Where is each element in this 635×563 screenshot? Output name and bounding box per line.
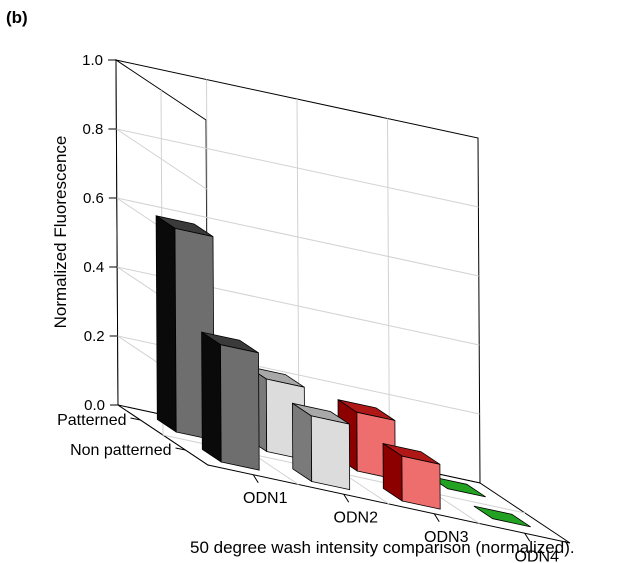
series-tick-mark [130, 417, 141, 421]
y-axis-ticks: 0.0 0.2 0.4 0.6 0.8 1.0 [82, 52, 118, 414]
bar-odn1-non-patterned [201, 331, 260, 471]
y-axis-label: Normalized Fluorescence [51, 136, 70, 329]
x-tick-mark [433, 513, 440, 523]
x-tick-label: ODN1 [243, 490, 288, 507]
x-tick-mark [343, 493, 350, 503]
grid-line-x [387, 118, 390, 464]
series-axis-tick-labels: Patterned Non patterned [57, 412, 186, 459]
chart-caption: 50 degree wash intensity comparison (nor… [190, 538, 575, 557]
y-tick-label: 0.4 [83, 259, 104, 276]
x-tick-mark [252, 474, 259, 484]
x-tick-label: ODN3 [424, 529, 469, 546]
bar-odn3-non-patterned [382, 442, 441, 510]
series-tick-label: Non patterned [70, 442, 171, 459]
y-tick-label: 0.6 [83, 190, 104, 207]
series-tick-mark [175, 447, 186, 451]
x-tick-mark [524, 532, 531, 542]
bar-odn4-non-patterned [473, 505, 531, 528]
panel-label: (b) [6, 8, 28, 27]
y-tick-label: 0.0 [84, 397, 105, 414]
x-tick-label: ODN2 [334, 509, 379, 526]
y-tick-label: 0.2 [84, 328, 105, 345]
bar-odn2-non-patterned [291, 402, 351, 491]
chart-bars [155, 215, 531, 528]
y-tick-label: 0.8 [83, 121, 104, 138]
bar-odn4-patterned [428, 475, 486, 498]
y-tick-label: 1.0 [82, 52, 103, 69]
series-tick-label: Patterned [57, 412, 126, 429]
x-axis-tick-labels: ODN1 ODN2 ODN3 ODN4 [243, 474, 560, 563]
x-tick-label: ODN4 [515, 548, 560, 563]
